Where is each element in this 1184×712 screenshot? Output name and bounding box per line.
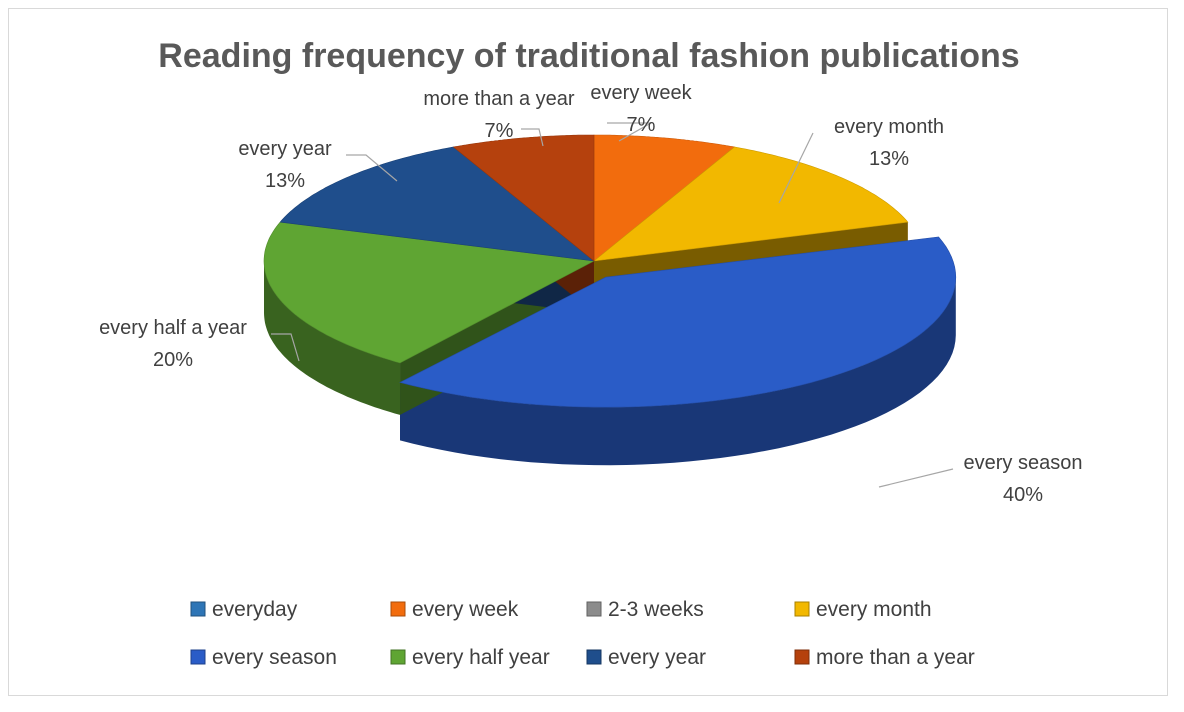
pie-layer bbox=[263, 134, 957, 466]
legend-swatch bbox=[190, 601, 206, 617]
legend-label: every half year bbox=[412, 646, 550, 669]
pie-chart: Reading frequency of traditional fashion… bbox=[99, 37, 1082, 669]
data-label-every-season: every season 40% bbox=[878, 452, 1083, 506]
pie-sides bbox=[264, 261, 956, 466]
data-label-value: 7% bbox=[627, 114, 656, 136]
pie-slice-every-week bbox=[593, 134, 736, 262]
pie-slice-more-than-a-year bbox=[452, 134, 595, 262]
legend-label: every week bbox=[412, 598, 519, 621]
data-label-more-than-a-year: more than a year 7% bbox=[423, 88, 575, 147]
leader-line bbox=[878, 468, 954, 488]
chart-frame: Reading frequency of traditional fashion… bbox=[8, 8, 1168, 696]
legend-swatch bbox=[586, 601, 602, 617]
data-label-every-year: every year 13% bbox=[238, 138, 398, 192]
chart-title: Reading frequency of traditional fashion… bbox=[158, 37, 1019, 75]
data-labels: every week 7% every month 13% every season 40… bbox=[99, 82, 1082, 506]
legend-label: every season bbox=[212, 646, 337, 669]
legend: everyday every week 2-3 weeks every month ev… bbox=[190, 598, 975, 669]
data-label-name: every half a year bbox=[99, 317, 247, 339]
pie-slice-every-half-year bbox=[263, 221, 595, 364]
legend-item-every-season: every season bbox=[190, 646, 337, 669]
legend-swatch bbox=[190, 649, 206, 665]
legend-label: 2-3 weeks bbox=[608, 598, 704, 621]
legend-label: every month bbox=[816, 598, 932, 621]
data-label-value: 13% bbox=[869, 148, 909, 170]
legend-swatch bbox=[586, 649, 602, 665]
legend-swatch bbox=[794, 601, 810, 617]
legend-swatch bbox=[390, 649, 406, 665]
pie-tops bbox=[263, 134, 957, 408]
legend-swatch bbox=[794, 649, 810, 665]
leader-line bbox=[778, 132, 814, 204]
leader-line bbox=[521, 128, 544, 147]
legend-label: every year bbox=[608, 646, 706, 669]
data-label-value: 13% bbox=[265, 170, 305, 192]
legend-swatch bbox=[390, 601, 406, 617]
pie-slice-every-season bbox=[399, 236, 957, 408]
data-label-name: more than a year bbox=[423, 88, 575, 110]
data-label-value: 40% bbox=[1003, 484, 1043, 506]
legend-item-more-than-a-year: more than a year bbox=[794, 646, 975, 669]
pie-side-every-half-year bbox=[264, 261, 400, 415]
data-label-name: every season bbox=[964, 452, 1083, 474]
data-label-name: every week bbox=[590, 82, 692, 104]
data-label-every-month: every month 13% bbox=[778, 116, 944, 204]
data-label-value: 7% bbox=[485, 120, 514, 142]
data-label-every-half-a-year: every half a year 20% bbox=[99, 317, 300, 371]
leader-line bbox=[271, 333, 300, 362]
legend-item-everyday: everyday bbox=[190, 598, 298, 621]
pie-slice-every-year bbox=[279, 146, 596, 262]
pie-slice-every-month bbox=[592, 146, 909, 262]
data-label-value: 20% bbox=[153, 349, 193, 371]
legend-item-2-3-weeks: 2-3 weeks bbox=[586, 598, 704, 621]
data-label-every-week: every week 7% bbox=[590, 82, 693, 142]
legend-item-every-week: every week bbox=[390, 598, 519, 621]
leader-line bbox=[346, 154, 398, 182]
legend-label: everyday bbox=[212, 598, 298, 621]
legend-item-every-half-year: every half year bbox=[390, 646, 550, 669]
legend-item-every-month: every month bbox=[794, 598, 932, 621]
legend-item-every-year: every year bbox=[586, 646, 706, 669]
legend-label: more than a year bbox=[816, 646, 975, 669]
data-label-name: every year bbox=[238, 138, 332, 160]
pie-side-every-season bbox=[400, 277, 956, 466]
leader-line bbox=[607, 122, 654, 142]
data-label-name: every month bbox=[834, 116, 944, 138]
